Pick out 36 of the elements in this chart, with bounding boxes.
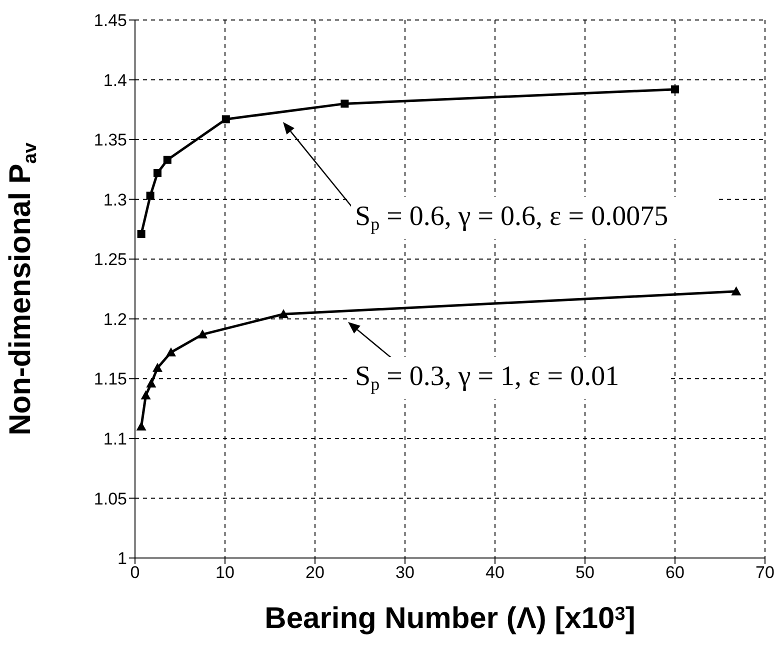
point [671,85,679,94]
x-axis-title: Bearing Number (Λ) [x10$^{3}$] [264,602,636,635]
point [278,309,288,318]
y-tick-label: 1.45 [94,11,127,30]
point [163,156,172,164]
y-tick-label: 1.25 [94,250,127,270]
y-tick-label: 1.2 [103,310,127,329]
x-tick-label: 30 [396,563,414,582]
y-tick-label: 1.05 [94,489,127,508]
point [731,286,742,296]
x-tick-label: 20 [306,563,324,582]
point [154,169,162,178]
y-tick-label: 1.35 [94,130,127,150]
annotation: S$_{p}$ = 0.3, γ = 1, ε = 0.01 [355,361,620,394]
point [222,115,230,124]
x-tick-label: 10 [216,563,234,582]
point [137,230,146,238]
point [146,378,156,388]
point [166,347,176,356]
y-tick-label: 1.3 [103,190,127,210]
x-tick-label: 70 [756,563,774,582]
point [340,100,349,108]
x-tick-label: 60 [666,563,684,582]
point [140,390,151,400]
annotation: S$_{p}$ = 0.6, γ = 0.6, ε = 0.0075 [355,201,668,234]
point [146,192,154,200]
x-tick-label: 40 [486,563,504,582]
y-tick-label: 1.1 [103,429,127,448]
y-tick-label: 1.15 [94,370,127,389]
point [152,362,162,372]
point [136,421,146,430]
y-tick-label: 1 [118,549,127,568]
point [198,329,208,338]
x-tick-label: 0 [130,563,140,582]
x-tick-label: 50 [576,563,594,582]
y-tick-label: 1.4 [103,70,127,90]
